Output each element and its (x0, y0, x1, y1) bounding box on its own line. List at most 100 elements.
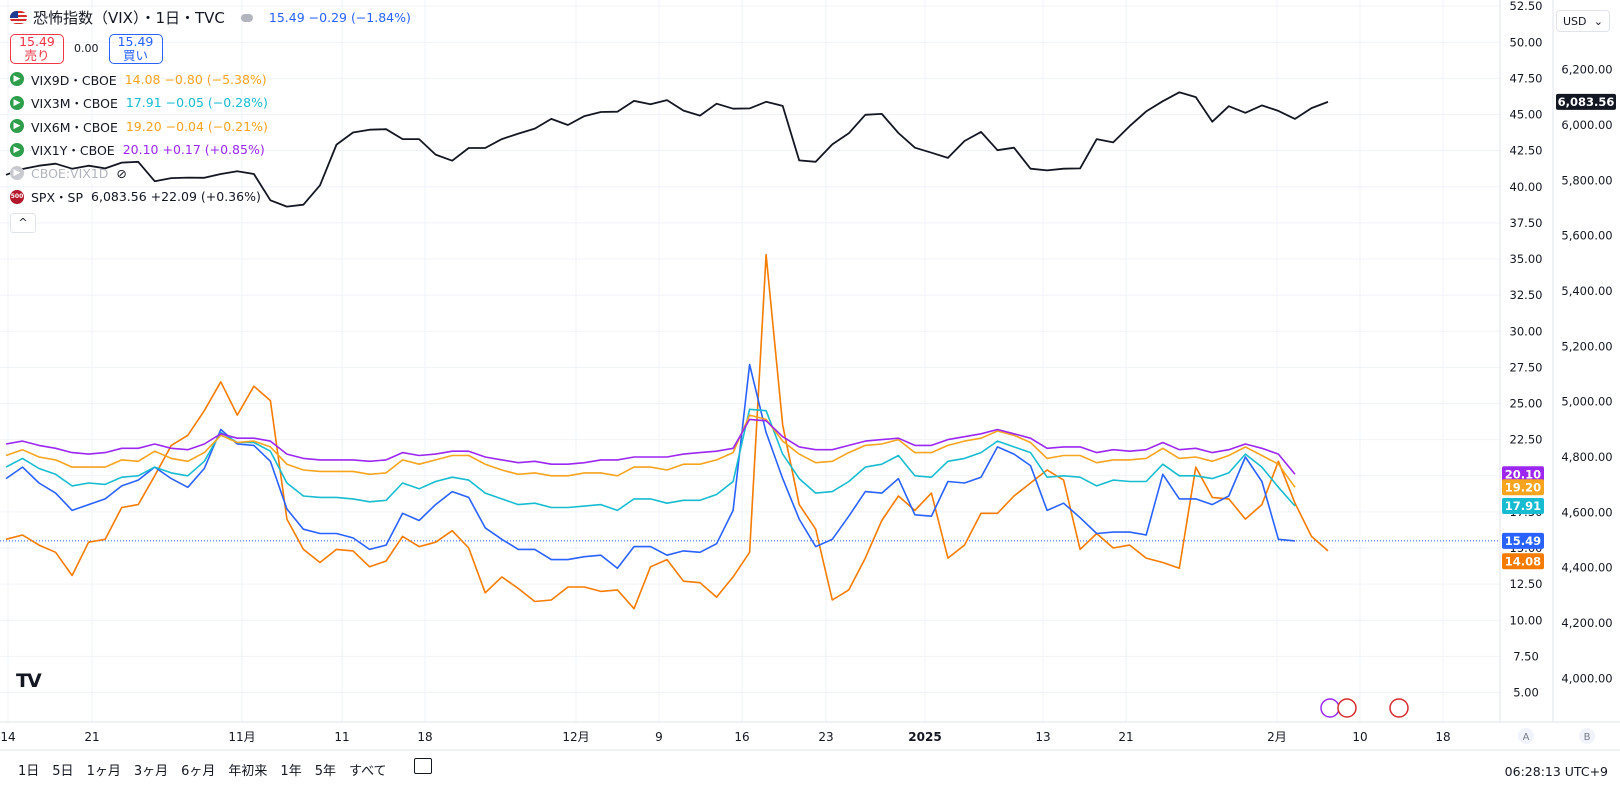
series-value: 14.08 −0.80 (−5.38%) (124, 71, 267, 87)
x-axis-tick-label: 21 (1118, 730, 1133, 744)
series-line-vix3m (5, 408, 1296, 512)
chart-legend: 恐怖指数（VIX）・1日・TVC 15.49 −0.29 (−1.84%) 15… (10, 6, 411, 233)
left-axis-tick-label: 22.50 (1510, 433, 1543, 447)
timeframe-ytd[interactable]: 年初来 (228, 764, 268, 779)
buy-sell-panel: 15.49 売り 0.00 15.49 買い (10, 33, 411, 64)
right-axis-tick-label: 4,000.00 (1561, 671, 1612, 685)
symbol-title[interactable]: 恐怖指数（VIX）・1日・TVC (33, 9, 225, 28)
left-axis-tick-label: 7.50 (1513, 649, 1539, 663)
series-name: VIX6M・CBOE (31, 119, 118, 135)
timeframe-1d[interactable]: 1日 (18, 764, 40, 779)
last-value-label-bg (1502, 532, 1544, 549)
buy-label: 買い (122, 47, 148, 63)
buy-price: 15.49 (117, 33, 154, 49)
last-value-label: 17.91 (1505, 499, 1541, 513)
timeframe-all[interactable]: すべて (348, 764, 387, 779)
x-axis-tick-label: 16 (734, 730, 749, 744)
series-lines (5, 91, 1329, 610)
x-axis-tick-label: 13 (1035, 730, 1050, 744)
legend-item-vix3m[interactable]: ▶ VIX3M・CBOE 17.91 −0.05 (−0.28%) (10, 91, 411, 115)
main-price-text: 15.49 −0.29 (−1.84%) (268, 10, 411, 26)
left-axis-tick-label: 5.00 (1513, 686, 1539, 700)
tradingview-logo-icon[interactable]: TV (16, 670, 42, 692)
timeframe-5y[interactable]: 5年 (314, 764, 336, 779)
legend-item-vix6m[interactable]: ▶ VIX6M・CBOE 19.20 −0.04 (−0.21%) (10, 115, 411, 139)
last-value-label-bg (1502, 497, 1544, 514)
buy-button[interactable]: 15.49 買い (108, 33, 163, 64)
scale-button-bg (1518, 728, 1534, 744)
timeframe-6m[interactable]: 6ヶ月 (181, 764, 216, 779)
x-axis-tick-label: 2月 (1267, 730, 1287, 744)
clock-display: 06:28:13 UTC+9 (1504, 764, 1608, 779)
scale-button-label: A (1523, 732, 1530, 743)
right-axis-tick-label: 5,400.00 (1561, 284, 1612, 298)
event-markers (1320, 698, 1409, 718)
scale-button-bg (1579, 728, 1595, 744)
x-axis-tick-label: 10 (1352, 730, 1367, 744)
sell-button[interactable]: 15.49 売り (10, 33, 64, 64)
timeframe-1m[interactable]: 1ヶ月 (86, 764, 121, 779)
left-axis-tick-label: 45.00 (1510, 108, 1543, 122)
right-axis-tick-label: 5,800.00 (1561, 173, 1612, 187)
legend-item-vix1y[interactable]: ▶ VIX1Y・CBOE 20.10 +0.17 (+0.85%) (10, 138, 411, 162)
series-value: 17.91 −0.05 (−0.28%) (125, 95, 268, 111)
timeframe-5d[interactable]: 5日 (52, 764, 74, 779)
timeframe-buttons: 1日 5日 1ヶ月 3ヶ月 6ヶ月 年初来 1年 5年 すべて (18, 760, 400, 779)
last-value-label-bg (1556, 93, 1616, 110)
x-axis-tick-label: 14 (0, 730, 15, 744)
x-axis-tick-label: 18 (1435, 730, 1450, 744)
spread-value: 0.00 (74, 42, 99, 55)
event-marker-icon (1389, 698, 1409, 718)
last-value-label: 14.08 (1505, 554, 1541, 568)
timeframe-1y[interactable]: 1年 (280, 764, 302, 779)
left-axis-tick-label: 30.00 (1510, 324, 1543, 338)
left-axis-tick-label: 50.00 (1510, 35, 1543, 49)
left-axis-tick-label: 42.50 (1510, 144, 1543, 158)
left-axis-tick-label: 10.00 (1510, 613, 1543, 627)
currency-selector[interactable]: USD ⌄ (1556, 10, 1610, 32)
last-value-label: 15.49 (1505, 534, 1541, 548)
series-name: CBOE:VIX1D (31, 165, 109, 181)
series-line-vix9d (5, 253, 1329, 610)
right-axis-tick-label: 4,200.00 (1561, 616, 1612, 630)
collapse-legend-button[interactable]: ^ (10, 212, 36, 233)
x-axis-tick-label: 11月 (228, 730, 255, 744)
legend-item-vix9d[interactable]: ▶ VIX9D・CBOE 14.08 −0.80 (−5.38%) (10, 68, 411, 92)
series-line-vix6m (5, 414, 1296, 488)
green-arrow-icon: ▶ (10, 142, 24, 157)
series-name: VIX3M・CBOE (31, 96, 118, 112)
symbol-title-row[interactable]: 恐怖指数（VIX）・1日・TVC 15.49 −0.29 (−1.84%) (10, 6, 411, 30)
series-value: 19.20 −0.04 (−0.21%) (125, 118, 268, 134)
right-axis-tick-label: 4,400.00 (1561, 561, 1612, 575)
x-axis-tick-label: 9 (655, 730, 663, 744)
green-arrow-icon: ▶ (10, 119, 24, 134)
left-axis-tick-label: 35.00 (1510, 252, 1543, 266)
right-axis-tick-label: 6,200.00 (1561, 63, 1612, 77)
legend-item-vix1d[interactable]: ▶ CBOE:VIX1D ⊘ (10, 162, 411, 186)
timeframe-3m[interactable]: 3ヶ月 (133, 764, 169, 779)
hidden-eye-icon[interactable]: ⊘ (116, 165, 127, 181)
x-axis-tick-label: 11 (334, 730, 349, 744)
market-status-icon[interactable] (240, 13, 253, 22)
series-name: SPX・SP (31, 190, 84, 206)
scale-button-label: B (1584, 732, 1591, 743)
event-marker-icon (1320, 698, 1340, 718)
last-value-label-bg (1502, 466, 1544, 483)
bottom-toolbar: 1日 5日 1ヶ月 3ヶ月 6ヶ月 年初来 1年 5年 すべて 06:28:13… (0, 727, 1620, 791)
calendar-range-icon[interactable] (414, 758, 432, 774)
sell-price: 15.49 (19, 33, 55, 49)
left-axis-tick-label: 32.50 (1510, 288, 1543, 302)
series-value: 20.10 +0.17 (+0.85%) (122, 142, 265, 158)
right-axis-tick-label: 4,800.00 (1561, 450, 1612, 464)
left-axis-tick-label: 25.00 (1510, 397, 1543, 411)
legend-item-spx[interactable]: 500 SPX・SP 6,083.56 +22.09 (+0.36%) (10, 185, 411, 209)
left-axis-tick-label: 12.50 (1510, 577, 1543, 591)
sp500-icon: 500 (10, 189, 24, 204)
last-value-label: 19.20 (1505, 480, 1541, 494)
chevron-down-icon: ⌄ (1593, 14, 1603, 28)
gray-arrow-icon: ▶ (10, 166, 24, 181)
x-axis-tick-label: 12月 (562, 730, 589, 744)
